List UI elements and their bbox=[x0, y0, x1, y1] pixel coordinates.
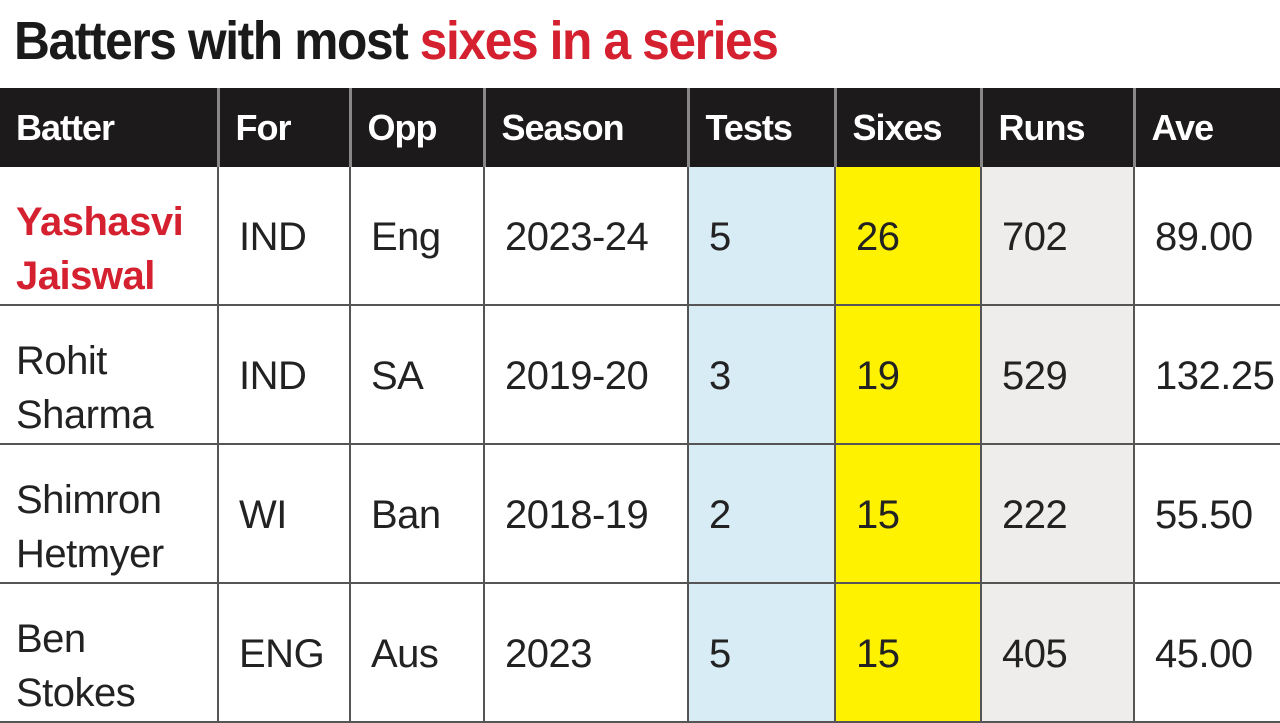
cell-value: 89.00 bbox=[1155, 215, 1253, 259]
header-row: Batter For Opp Season Tests Sixes Runs Ave bbox=[0, 88, 1280, 167]
cell-runs: 702 bbox=[980, 167, 1134, 306]
cell-opp: Eng bbox=[349, 167, 484, 306]
column-header-runs: Runs bbox=[979, 88, 1134, 167]
cell-season: 2018-19 bbox=[483, 444, 688, 584]
cell-value: Aus bbox=[371, 632, 439, 676]
cell-tests: 5 bbox=[687, 167, 835, 306]
chart-title: Batters with most sixes in a series bbox=[14, 10, 779, 72]
column-header-tests: Tests bbox=[686, 88, 835, 167]
cell-opp: SA bbox=[349, 305, 484, 445]
cell-value: Ben Stokes bbox=[16, 617, 136, 715]
cell-tests: 3 bbox=[687, 305, 835, 445]
cell-for: WI bbox=[217, 444, 350, 584]
column-header-sixes: Sixes bbox=[833, 88, 981, 167]
cell-value: 15 bbox=[856, 493, 900, 537]
cell-value: 2023 bbox=[505, 632, 592, 676]
column-header-season: Season bbox=[482, 88, 688, 167]
cell-value: Eng bbox=[371, 215, 441, 259]
cell-value: Ban bbox=[371, 493, 441, 537]
cell-value: 55.50 bbox=[1155, 493, 1253, 537]
cell-value: 2 bbox=[709, 493, 731, 537]
table-row: Ben Stokes ENG Aus 2023 5 15 405 45.00 bbox=[0, 583, 1280, 723]
cell-value: 222 bbox=[1002, 493, 1068, 537]
cell-value: 2023-24 bbox=[505, 215, 649, 259]
cell-value: 702 bbox=[1002, 215, 1068, 259]
cell-value: ENG bbox=[239, 632, 325, 676]
cell-batter: Ben Stokes bbox=[0, 583, 218, 723]
cell-season: 2019-20 bbox=[483, 305, 688, 445]
cell-ave: 132.25 bbox=[1133, 305, 1280, 445]
cell-value: 5 bbox=[709, 632, 731, 676]
column-header-opp: Opp bbox=[348, 88, 484, 167]
cell-sixes: 15 bbox=[834, 583, 981, 723]
cell-ave: 55.50 bbox=[1133, 444, 1280, 584]
cell-value: IND bbox=[239, 215, 307, 259]
cell-value: IND bbox=[239, 354, 307, 398]
cell-batter: Rohit Sharma bbox=[0, 305, 218, 445]
cell-value: 45.00 bbox=[1155, 632, 1253, 676]
cell-for: ENG bbox=[217, 583, 350, 723]
cell-for: IND bbox=[217, 305, 350, 445]
cell-sixes: 26 bbox=[834, 167, 981, 306]
cell-value: WI bbox=[239, 493, 287, 537]
cell-ave: 89.00 bbox=[1133, 167, 1280, 306]
cell-value: 19 bbox=[856, 354, 900, 398]
cell-runs: 529 bbox=[980, 305, 1134, 445]
sixes-table: Batter For Opp Season Tests Sixes Runs Ave Yash… bbox=[0, 88, 1280, 723]
cell-value: 5 bbox=[709, 215, 731, 259]
cell-tests: 2 bbox=[687, 444, 835, 584]
cell-value: Shimron Hetmyer bbox=[16, 478, 164, 576]
cell-value: 132.25 bbox=[1155, 354, 1275, 398]
cell-value: 405 bbox=[1002, 632, 1068, 676]
cell-value: 15 bbox=[856, 632, 900, 676]
cell-season: 2023-24 bbox=[483, 167, 688, 306]
cell-value: 2018-19 bbox=[505, 493, 649, 537]
title-highlight: sixes in a series bbox=[419, 11, 779, 71]
cell-runs: 222 bbox=[980, 444, 1134, 584]
cell-value: 529 bbox=[1002, 354, 1068, 398]
cell-batter: Shimron Hetmyer bbox=[0, 444, 218, 584]
title-text: Batters with most bbox=[14, 11, 420, 71]
cell-opp: Ban bbox=[349, 444, 484, 584]
cell-value: 3 bbox=[709, 354, 731, 398]
cell-value: 26 bbox=[856, 215, 900, 259]
column-header-for: For bbox=[216, 88, 350, 167]
table-row: Rohit Sharma IND SA 2019-20 3 19 529 132.25 bbox=[0, 305, 1280, 445]
cell-value: Rohit Sharma bbox=[16, 339, 154, 437]
cell-for: IND bbox=[217, 167, 350, 306]
column-header-batter: Batter bbox=[0, 88, 218, 167]
cell-season: 2023 bbox=[483, 583, 688, 723]
table-row: Shimron Hetmyer WI Ban 2018-19 2 15 222 55.50 bbox=[0, 444, 1280, 584]
cell-tests: 5 bbox=[687, 583, 835, 723]
table-row: Yashasvi Jaiswal IND Eng 2023-24 5 26 702 89.00 bbox=[0, 167, 1280, 306]
cell-ave: 45.00 bbox=[1133, 583, 1280, 723]
cell-opp: Aus bbox=[349, 583, 484, 723]
cell-sixes: 19 bbox=[834, 305, 981, 445]
cell-sixes: 15 bbox=[834, 444, 981, 584]
cell-value: Yashasvi Jaiswal bbox=[16, 200, 184, 298]
column-header-ave: Ave bbox=[1132, 88, 1280, 167]
cell-batter: Yashasvi Jaiswal bbox=[0, 167, 218, 306]
cell-value: 2019-20 bbox=[505, 354, 649, 398]
cell-runs: 405 bbox=[980, 583, 1134, 723]
cell-value: SA bbox=[371, 354, 424, 398]
